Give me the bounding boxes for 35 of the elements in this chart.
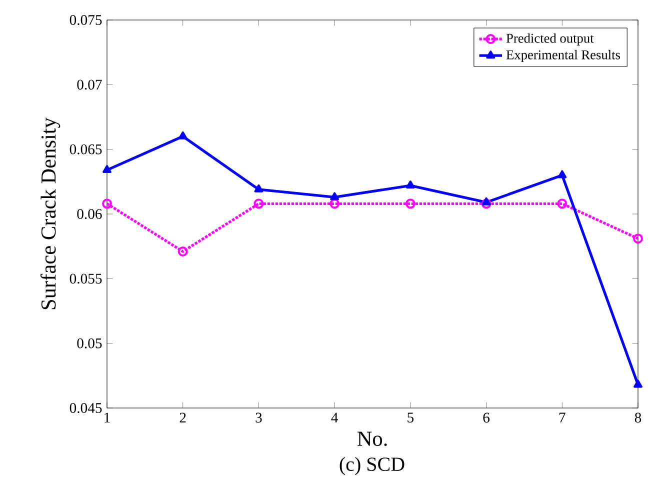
point [330,192,340,200]
x-tick-label: 4 [331,412,338,422]
point [178,246,188,257]
point [482,197,491,206]
x-tick-label: 2 [180,412,186,422]
x-tick-label: 7 [559,412,566,422]
point [254,184,264,192]
point [558,170,567,178]
point [102,165,112,174]
point [330,198,340,209]
point [481,198,492,209]
point [254,198,264,209]
y-tick-label: 0.045 [70,403,102,413]
point [102,198,112,209]
x-tick-label: 5 [408,412,414,422]
y-tick-label: 0.06 [77,209,102,219]
y-tick-label: 0.055 [70,274,102,284]
y-tick-label: 0.07 [77,80,102,90]
text: (c) SCD [340,456,404,476]
point [405,198,416,209]
x-tick-label: 6 [483,412,490,423]
y-tick-label: 0.05 [77,338,102,348]
point [557,198,568,209]
x-axis-title: No. [357,432,387,446]
x-tick-label: 1 [104,412,110,422]
point [406,180,415,189]
y-tick-label: 0.075 [70,15,102,25]
legend-label: Predicted output [506,33,594,46]
legend-label: Experimental Results [506,50,620,62]
point [178,131,188,140]
point [633,234,644,244]
x-tick-label: 3 [256,412,262,423]
x-tick-label: 8 [634,412,642,423]
y-tick-label: 0.065 [70,144,102,154]
y-axis-title: Surface Crack Density [40,118,60,310]
